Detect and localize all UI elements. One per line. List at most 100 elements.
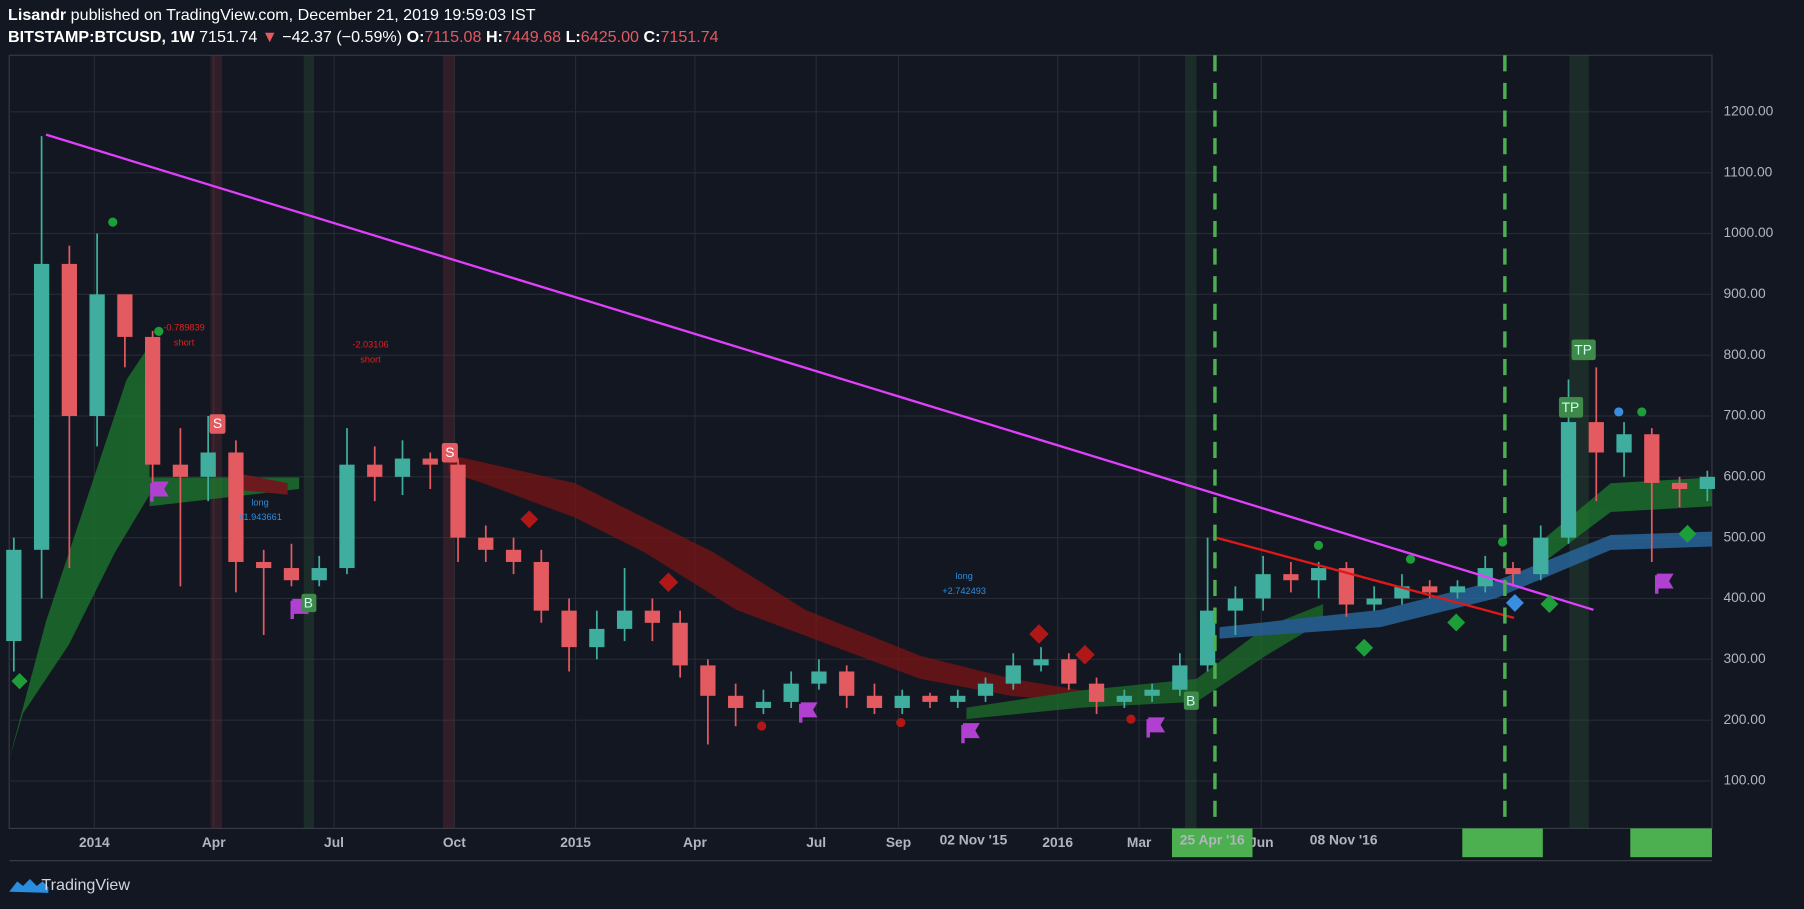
annotation: +1.943661 bbox=[238, 512, 282, 522]
signal: S bbox=[445, 445, 454, 460]
diamond bbox=[1678, 524, 1697, 543]
candle-body bbox=[1616, 434, 1632, 453]
candle-body bbox=[311, 568, 327, 581]
signal-box bbox=[209, 414, 226, 434]
axes: 100.00 200.00 300.00 400.00 500.00 600.00 700.… bbox=[79, 103, 1774, 858]
candle-body bbox=[1227, 598, 1244, 611]
y-tick-label: 1200.00 bbox=[1723, 103, 1773, 118]
signal: B bbox=[1186, 694, 1195, 709]
candle-body bbox=[1033, 659, 1049, 666]
band bbox=[303, 55, 315, 829]
signal: B bbox=[304, 596, 313, 611]
axis-highlight bbox=[1462, 828, 1543, 858]
published: published on TradingView.com, December 2… bbox=[71, 6, 536, 24]
x-tick-label: Sep bbox=[886, 835, 911, 850]
candle-body bbox=[283, 568, 300, 581]
diamond bbox=[1540, 595, 1559, 614]
symbol-line: BITSTAMP:BTCUSD, 1W 7151.74 ▼ −42.37 (−0… bbox=[8, 28, 719, 46]
candle-body bbox=[616, 610, 633, 629]
candle-body bbox=[228, 452, 244, 562]
candle-body bbox=[1144, 689, 1160, 696]
cloud bbox=[9, 345, 150, 760]
flag bbox=[1655, 573, 1674, 594]
diamond bbox=[1447, 613, 1466, 632]
y-tick-label: 300.00 bbox=[1723, 651, 1766, 666]
axis-highlight bbox=[1630, 828, 1712, 858]
candle-body bbox=[1005, 665, 1021, 684]
candle-body bbox=[172, 464, 189, 477]
dot bbox=[108, 217, 118, 227]
y-tick-label: 400.00 bbox=[1723, 590, 1766, 605]
signal-box bbox=[1558, 396, 1584, 418]
candle-body bbox=[1255, 574, 1271, 599]
flag bbox=[150, 481, 169, 502]
annotation: -0.789839 bbox=[163, 322, 204, 332]
signal-box bbox=[441, 442, 458, 463]
diamond bbox=[1029, 624, 1049, 644]
candle-body bbox=[33, 263, 50, 550]
band bbox=[442, 55, 455, 829]
last: 7151.74 bbox=[199, 28, 257, 46]
annotation: -2.03106 bbox=[352, 340, 388, 350]
candle-body bbox=[1116, 695, 1132, 702]
candle-body bbox=[561, 610, 577, 648]
plot-area bbox=[8, 54, 1713, 829]
cloud bbox=[448, 454, 1082, 702]
candle-body bbox=[1422, 586, 1438, 593]
dot bbox=[757, 721, 767, 731]
candle-body bbox=[1172, 665, 1188, 690]
low-label: L: bbox=[566, 28, 581, 46]
date-marker-label: 25 Apr '16 bbox=[1180, 833, 1245, 848]
x-tick-label: Jun bbox=[1249, 835, 1274, 850]
candle-body bbox=[394, 458, 411, 477]
x-tick-label: Jul bbox=[324, 835, 344, 850]
cloud bbox=[1219, 531, 1712, 639]
candle-body bbox=[6, 549, 22, 642]
y-tick-label: 1100.00 bbox=[1723, 164, 1772, 179]
brand: TradingView bbox=[41, 876, 130, 894]
published-line: Lisandr published on TradingView.com, De… bbox=[8, 6, 536, 24]
trend-line bbox=[1214, 536, 1515, 619]
candle-body bbox=[728, 695, 744, 708]
diamond bbox=[1505, 593, 1524, 612]
candle-body bbox=[783, 683, 799, 702]
candle-body bbox=[61, 263, 77, 416]
candle-body bbox=[1449, 586, 1466, 593]
signal-box bbox=[1571, 339, 1596, 361]
cloud bbox=[966, 604, 1324, 720]
band bbox=[1569, 55, 1589, 829]
x-tick-label: Oct bbox=[443, 835, 466, 850]
candle-body bbox=[839, 671, 855, 696]
candle-body bbox=[1505, 568, 1521, 575]
candle-body bbox=[644, 610, 660, 623]
candle-body bbox=[1283, 574, 1299, 581]
axis-highlights bbox=[1462, 828, 1712, 858]
candle-body bbox=[256, 561, 272, 569]
logo bbox=[9, 879, 49, 893]
close: 7151.74 bbox=[660, 28, 718, 46]
candle-body bbox=[755, 701, 772, 708]
candle-body bbox=[811, 671, 827, 684]
flag bbox=[1146, 717, 1166, 738]
x-tick-label: Apr bbox=[202, 835, 226, 850]
band bbox=[1185, 55, 1197, 829]
y-tick-label: 200.00 bbox=[1723, 712, 1766, 727]
signal: TP bbox=[1562, 400, 1580, 415]
trend-line bbox=[45, 133, 1594, 611]
candle-body bbox=[950, 695, 966, 702]
candle-body bbox=[145, 336, 161, 465]
y-tick-label: 500.00 bbox=[1723, 529, 1766, 544]
y-tick-label: 600.00 bbox=[1723, 468, 1766, 483]
flag bbox=[961, 723, 980, 744]
candle-body bbox=[866, 695, 883, 708]
band bbox=[210, 55, 223, 829]
diamond bbox=[1355, 638, 1374, 657]
close-label: C: bbox=[643, 28, 660, 46]
candle-body bbox=[117, 294, 133, 337]
annotation: long bbox=[955, 571, 972, 581]
low: 6425.00 bbox=[581, 28, 639, 46]
candle-body bbox=[478, 537, 494, 550]
signal: S bbox=[213, 416, 222, 431]
candle-body bbox=[1533, 537, 1549, 575]
